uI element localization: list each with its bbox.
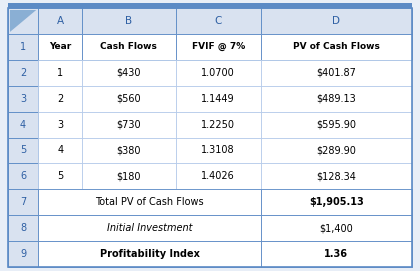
- Text: 4: 4: [57, 146, 63, 156]
- Bar: [261, 241, 412, 267]
- Text: $380: $380: [117, 146, 141, 156]
- Bar: [8, 189, 38, 215]
- Text: $180: $180: [117, 171, 141, 181]
- Text: 3: 3: [57, 120, 63, 130]
- Bar: [261, 34, 412, 60]
- Text: PV of Cash Flows: PV of Cash Flows: [293, 42, 380, 51]
- Text: 1: 1: [57, 68, 63, 78]
- Text: Profitability Index: Profitability Index: [100, 249, 200, 259]
- Bar: [38, 60, 82, 86]
- Text: 1.2250: 1.2250: [201, 120, 235, 130]
- Bar: [176, 112, 261, 137]
- Text: A: A: [57, 16, 64, 26]
- Bar: [8, 241, 38, 267]
- Text: 5: 5: [20, 146, 26, 156]
- Text: 1: 1: [20, 42, 26, 52]
- Text: 2: 2: [20, 68, 26, 78]
- Bar: [82, 112, 176, 137]
- Bar: [82, 60, 176, 86]
- Bar: [8, 112, 38, 137]
- Bar: [82, 137, 176, 163]
- Bar: [8, 163, 38, 189]
- Text: Year: Year: [49, 42, 71, 51]
- Text: Total PV of Cash Flows: Total PV of Cash Flows: [95, 197, 204, 207]
- Text: $595.90: $595.90: [316, 120, 357, 130]
- Bar: [38, 137, 82, 163]
- Bar: [176, 60, 261, 86]
- Bar: [82, 34, 176, 60]
- Bar: [176, 8, 261, 34]
- Bar: [38, 241, 261, 267]
- Bar: [8, 8, 38, 34]
- Bar: [38, 86, 82, 112]
- Text: 7: 7: [20, 197, 26, 207]
- Bar: [8, 60, 38, 86]
- Text: $1,400: $1,400: [320, 223, 353, 233]
- Bar: [8, 34, 38, 60]
- Bar: [261, 137, 412, 163]
- Bar: [82, 86, 176, 112]
- Text: 1.36: 1.36: [324, 249, 349, 259]
- Bar: [261, 215, 412, 241]
- Bar: [176, 137, 261, 163]
- Text: 1.4026: 1.4026: [201, 171, 235, 181]
- Text: $489.13: $489.13: [317, 94, 356, 104]
- Bar: [82, 163, 176, 189]
- Bar: [261, 86, 412, 112]
- Text: C: C: [215, 16, 222, 26]
- Text: $289.90: $289.90: [317, 146, 356, 156]
- Text: 6: 6: [20, 171, 26, 181]
- Bar: [176, 163, 261, 189]
- Text: $128.34: $128.34: [317, 171, 356, 181]
- Text: 9: 9: [20, 249, 26, 259]
- Bar: [38, 163, 82, 189]
- Text: 1.1449: 1.1449: [202, 94, 235, 104]
- Text: $730: $730: [117, 120, 141, 130]
- Text: 1.0700: 1.0700: [201, 68, 235, 78]
- Text: $1,905.13: $1,905.13: [309, 197, 364, 207]
- Text: B: B: [125, 16, 132, 26]
- Text: $430: $430: [117, 68, 141, 78]
- Bar: [176, 86, 261, 112]
- Text: D: D: [332, 16, 341, 26]
- Bar: [38, 8, 82, 34]
- Text: $401.87: $401.87: [317, 68, 356, 78]
- Text: 2: 2: [57, 94, 63, 104]
- Text: Initial Investment: Initial Investment: [107, 223, 192, 233]
- Text: Cash Flows: Cash Flows: [100, 42, 158, 51]
- Bar: [8, 137, 38, 163]
- Text: 8: 8: [20, 223, 26, 233]
- Text: FVIF @ 7%: FVIF @ 7%: [192, 42, 245, 51]
- Bar: [38, 34, 82, 60]
- Bar: [261, 112, 412, 137]
- Bar: [38, 215, 261, 241]
- Bar: [261, 189, 412, 215]
- Polygon shape: [10, 10, 36, 32]
- Bar: [176, 34, 261, 60]
- Bar: [261, 60, 412, 86]
- Bar: [8, 86, 38, 112]
- Bar: [261, 163, 412, 189]
- Bar: [8, 215, 38, 241]
- Text: $560: $560: [117, 94, 141, 104]
- Bar: [38, 112, 82, 137]
- Text: 4: 4: [20, 120, 26, 130]
- Text: 5: 5: [57, 171, 63, 181]
- Bar: [38, 189, 261, 215]
- Bar: [8, 3, 412, 8]
- Bar: [82, 8, 176, 34]
- Bar: [261, 8, 412, 34]
- Text: 3: 3: [20, 94, 26, 104]
- Text: 1.3108: 1.3108: [202, 146, 235, 156]
